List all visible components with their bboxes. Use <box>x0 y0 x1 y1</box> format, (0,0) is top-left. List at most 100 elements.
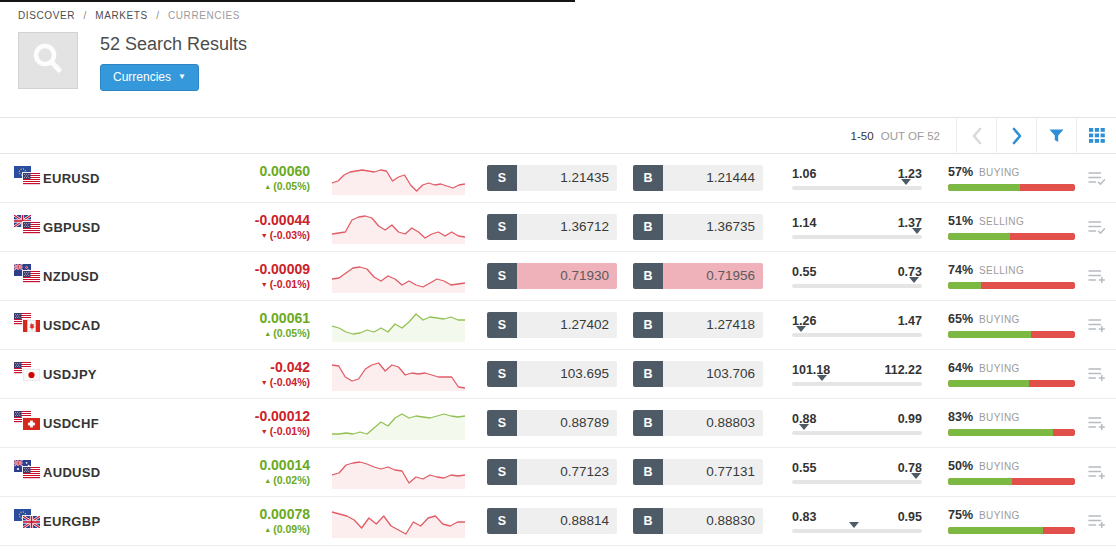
sell-button[interactable]: S <box>487 263 517 289</box>
sell-button[interactable]: S <box>487 459 517 485</box>
watchlist-added-icon[interactable] <box>1087 170 1107 186</box>
currency-row[interactable]: AUDUSD 0.00014 ▲(0.02%) S 0.77123 B 0.77… <box>0 448 1116 497</box>
watchlist-added-icon[interactable] <box>1087 219 1107 235</box>
currency-row[interactable]: EURUSD 0.00060 ▲(0.05%) S 1.21435 B 1.21… <box>0 154 1116 203</box>
change-value: -0.00009 <box>200 261 310 279</box>
currency-pair-flags <box>14 506 43 536</box>
buy-button[interactable]: B <box>633 459 663 485</box>
currency-row[interactable]: GBPUSD -0.00044 ▼(-0.03%) S 1.36712 B 1.… <box>0 203 1116 252</box>
sell-button[interactable]: S <box>487 214 517 240</box>
sell-price[interactable]: 1.21435 <box>517 165 617 191</box>
buy-price[interactable]: 1.27418 <box>663 312 763 338</box>
currency-row[interactable]: USDCAD 0.00061 ▲(0.05%) S 1.27402 B 1.27… <box>0 301 1116 350</box>
flag-ch <box>23 418 40 430</box>
sell-button[interactable]: S <box>487 361 517 387</box>
sentiment: 50% BUYING <box>948 459 1075 485</box>
buy-price[interactable]: 0.88830 <box>663 508 763 534</box>
change-percent: ▼(-0.03%) <box>200 229 310 242</box>
buy-button[interactable]: B <box>633 312 663 338</box>
filter-button[interactable] <box>1036 118 1076 154</box>
sparkline-chart <box>332 504 465 538</box>
range-high: 112.22 <box>884 363 922 377</box>
trend-arrow-icon: ▼ <box>261 232 268 239</box>
currency-row[interactable]: USDJPY -0.042 ▼(-0.04%) S 103.695 B 103.… <box>0 350 1116 399</box>
sell-button[interactable]: S <box>487 508 517 534</box>
trend-arrow-icon: ▲ <box>264 330 271 337</box>
currency-row[interactable]: USDCHF -0.00012 ▼(-0.01%) S 0.88789 B 0.… <box>0 399 1116 448</box>
flag-jp <box>23 369 40 381</box>
change-value: -0.00044 <box>200 212 310 230</box>
currency-row[interactable]: EURGBP 0.00078 ▲(0.09%) S 0.88814 B 0.88… <box>0 497 1116 546</box>
instrument-symbol: USDJPY <box>43 367 200 382</box>
buy-group: B 1.21444 <box>633 165 763 191</box>
breadcrumb-markets[interactable]: MARKETS <box>95 10 148 21</box>
flag-us <box>23 173 40 185</box>
buy-button[interactable]: B <box>633 263 663 289</box>
change-value: 0.00060 <box>200 163 310 181</box>
week-range: 0.55 0.73 <box>792 265 922 288</box>
add-to-watchlist-icon[interactable] <box>1087 268 1107 284</box>
buy-price[interactable]: 1.21444 <box>663 165 763 191</box>
breadcrumb-discover[interactable]: DISCOVER <box>18 10 75 21</box>
sell-price[interactable]: 0.71930 <box>517 263 617 289</box>
add-to-watchlist-icon[interactable] <box>1087 513 1107 529</box>
flag-us <box>23 271 40 283</box>
sentiment: 51% SELLING <box>948 214 1075 240</box>
add-to-watchlist-icon[interactable] <box>1087 317 1107 333</box>
sentiment-percent: 75% <box>948 508 973 522</box>
sell-price[interactable]: 103.695 <box>517 361 617 387</box>
sell-price[interactable]: 1.27402 <box>517 312 617 338</box>
add-to-watchlist-icon[interactable] <box>1087 464 1107 480</box>
buy-button[interactable]: B <box>633 361 663 387</box>
sell-button[interactable]: S <box>487 312 517 338</box>
currency-pair-flags <box>14 408 43 438</box>
funnel-icon <box>1049 129 1064 143</box>
sentiment-percent: 64% <box>948 361 973 375</box>
grid-view-button[interactable] <box>1076 118 1116 154</box>
buy-button[interactable]: B <box>633 410 663 436</box>
buy-price[interactable]: 1.36735 <box>663 214 763 240</box>
instrument-symbol: EURGBP <box>43 514 200 529</box>
buy-price[interactable]: 0.88803 <box>663 410 763 436</box>
buy-button[interactable]: B <box>633 165 663 191</box>
page-title: 52 Search Results <box>100 34 247 55</box>
sell-group: S 1.36712 <box>487 214 617 240</box>
sell-price[interactable]: 0.77123 <box>517 459 617 485</box>
price-change: 0.00014 ▲(0.02%) <box>200 457 310 488</box>
buy-price[interactable]: 103.706 <box>663 361 763 387</box>
instrument-table: EURUSD 0.00060 ▲(0.05%) S 1.21435 B 1.21… <box>0 154 1116 546</box>
buy-price[interactable]: 0.77131 <box>663 459 763 485</box>
range-marker-icon <box>796 326 806 332</box>
sentiment-direction: BUYING <box>979 363 1020 374</box>
range-slider <box>792 529 922 533</box>
flag-us <box>23 222 40 234</box>
sell-price[interactable]: 1.36712 <box>517 214 617 240</box>
sentiment: 83% BUYING <box>948 410 1075 436</box>
next-page-button[interactable] <box>996 118 1036 154</box>
week-range: 1.26 1.47 <box>792 314 922 337</box>
search-thumbnail[interactable] <box>18 32 78 89</box>
buy-button[interactable]: B <box>633 508 663 534</box>
add-to-watchlist-icon[interactable] <box>1087 366 1107 382</box>
breadcrumb-currencies: CURRENCIES <box>168 10 240 21</box>
sell-group: S 1.21435 <box>487 165 617 191</box>
currencies-filter-button[interactable]: Currencies ▼ <box>100 64 199 91</box>
sentiment: 64% BUYING <box>948 361 1075 387</box>
currency-row[interactable]: NZDUSD -0.00009 ▼(-0.01%) S 0.71930 B 0.… <box>0 252 1116 301</box>
buy-button[interactable]: B <box>633 214 663 240</box>
sentiment-direction: BUYING <box>979 167 1020 178</box>
buy-group: B 0.88803 <box>633 410 763 436</box>
buy-price[interactable]: 0.71956 <box>663 263 763 289</box>
range-marker-icon <box>911 473 921 479</box>
sentiment-direction: BUYING <box>979 412 1020 423</box>
range-low: 0.55 <box>792 461 816 475</box>
week-range: 1.06 1.23 <box>792 167 922 190</box>
prev-page-button[interactable] <box>956 118 996 154</box>
sell-price[interactable]: 0.88789 <box>517 410 617 436</box>
add-to-watchlist-icon[interactable] <box>1087 415 1107 431</box>
sell-button[interactable]: S <box>487 410 517 436</box>
sparkline-chart <box>332 406 465 440</box>
chevron-right-icon <box>1011 127 1023 145</box>
sell-button[interactable]: S <box>487 165 517 191</box>
sell-price[interactable]: 0.88814 <box>517 508 617 534</box>
